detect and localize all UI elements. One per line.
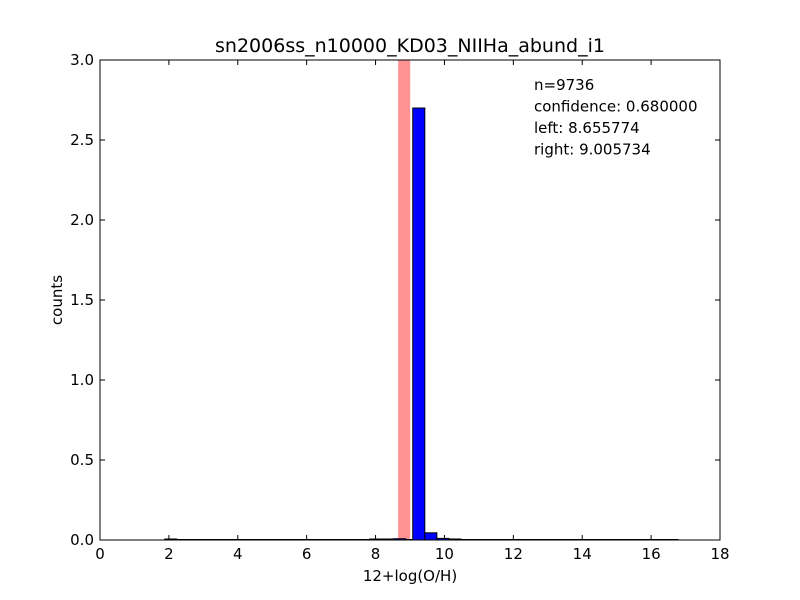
y-tick-label-6: 3.0 xyxy=(70,51,94,69)
x-tick-label-8: 16 xyxy=(642,545,661,563)
confidence-band xyxy=(398,60,411,540)
x-tick-label-4: 8 xyxy=(371,545,381,563)
annotation-line-1: confidence: 0.680000 xyxy=(534,98,698,116)
x-tick-label-7: 14 xyxy=(573,545,592,563)
annotation-line-3: right: 9.005734 xyxy=(534,141,651,159)
y-tick-label-1: 0.5 xyxy=(70,451,94,469)
annotation-line-2: left: 8.655774 xyxy=(534,119,640,137)
x-tick-label-6: 12 xyxy=(504,545,523,563)
y-tick-label-3: 1.5 xyxy=(70,291,94,309)
annotation-line-0: n=9736 xyxy=(534,76,594,94)
x-tick-label-9: 18 xyxy=(710,545,729,563)
x-tick-label-5: 10 xyxy=(435,545,454,563)
y-tick-label-5: 2.5 xyxy=(70,131,94,149)
y-tick-label-0: 0.0 xyxy=(70,531,94,549)
histogram-bar-6 xyxy=(424,532,438,541)
x-tick-label-2: 4 xyxy=(233,545,243,563)
x-tick-label-1: 2 xyxy=(164,545,174,563)
y-axis-label: counts xyxy=(48,275,66,325)
x-axis-label: 12+log(O/H) xyxy=(363,567,457,585)
y-tick-label-4: 2.0 xyxy=(70,211,94,229)
chart-title: sn2006ss_n10000_KD03_NIIHa_abund_i1 xyxy=(215,35,605,57)
x-tick-label-0: 0 xyxy=(95,545,105,563)
plot-area: 0 2 4 6 8 10 12 14 16 18 0.0 0.5 1.0 1.5 2.0 2.5 3.0 xyxy=(70,51,729,563)
histogram-bar-5 xyxy=(412,107,426,541)
y-tick-label-2: 1.0 xyxy=(70,371,94,389)
x-tick-label-3: 6 xyxy=(302,545,312,563)
stats-annotation: n=9736 confidence: 0.680000 left: 8.655774… xyxy=(534,76,698,159)
